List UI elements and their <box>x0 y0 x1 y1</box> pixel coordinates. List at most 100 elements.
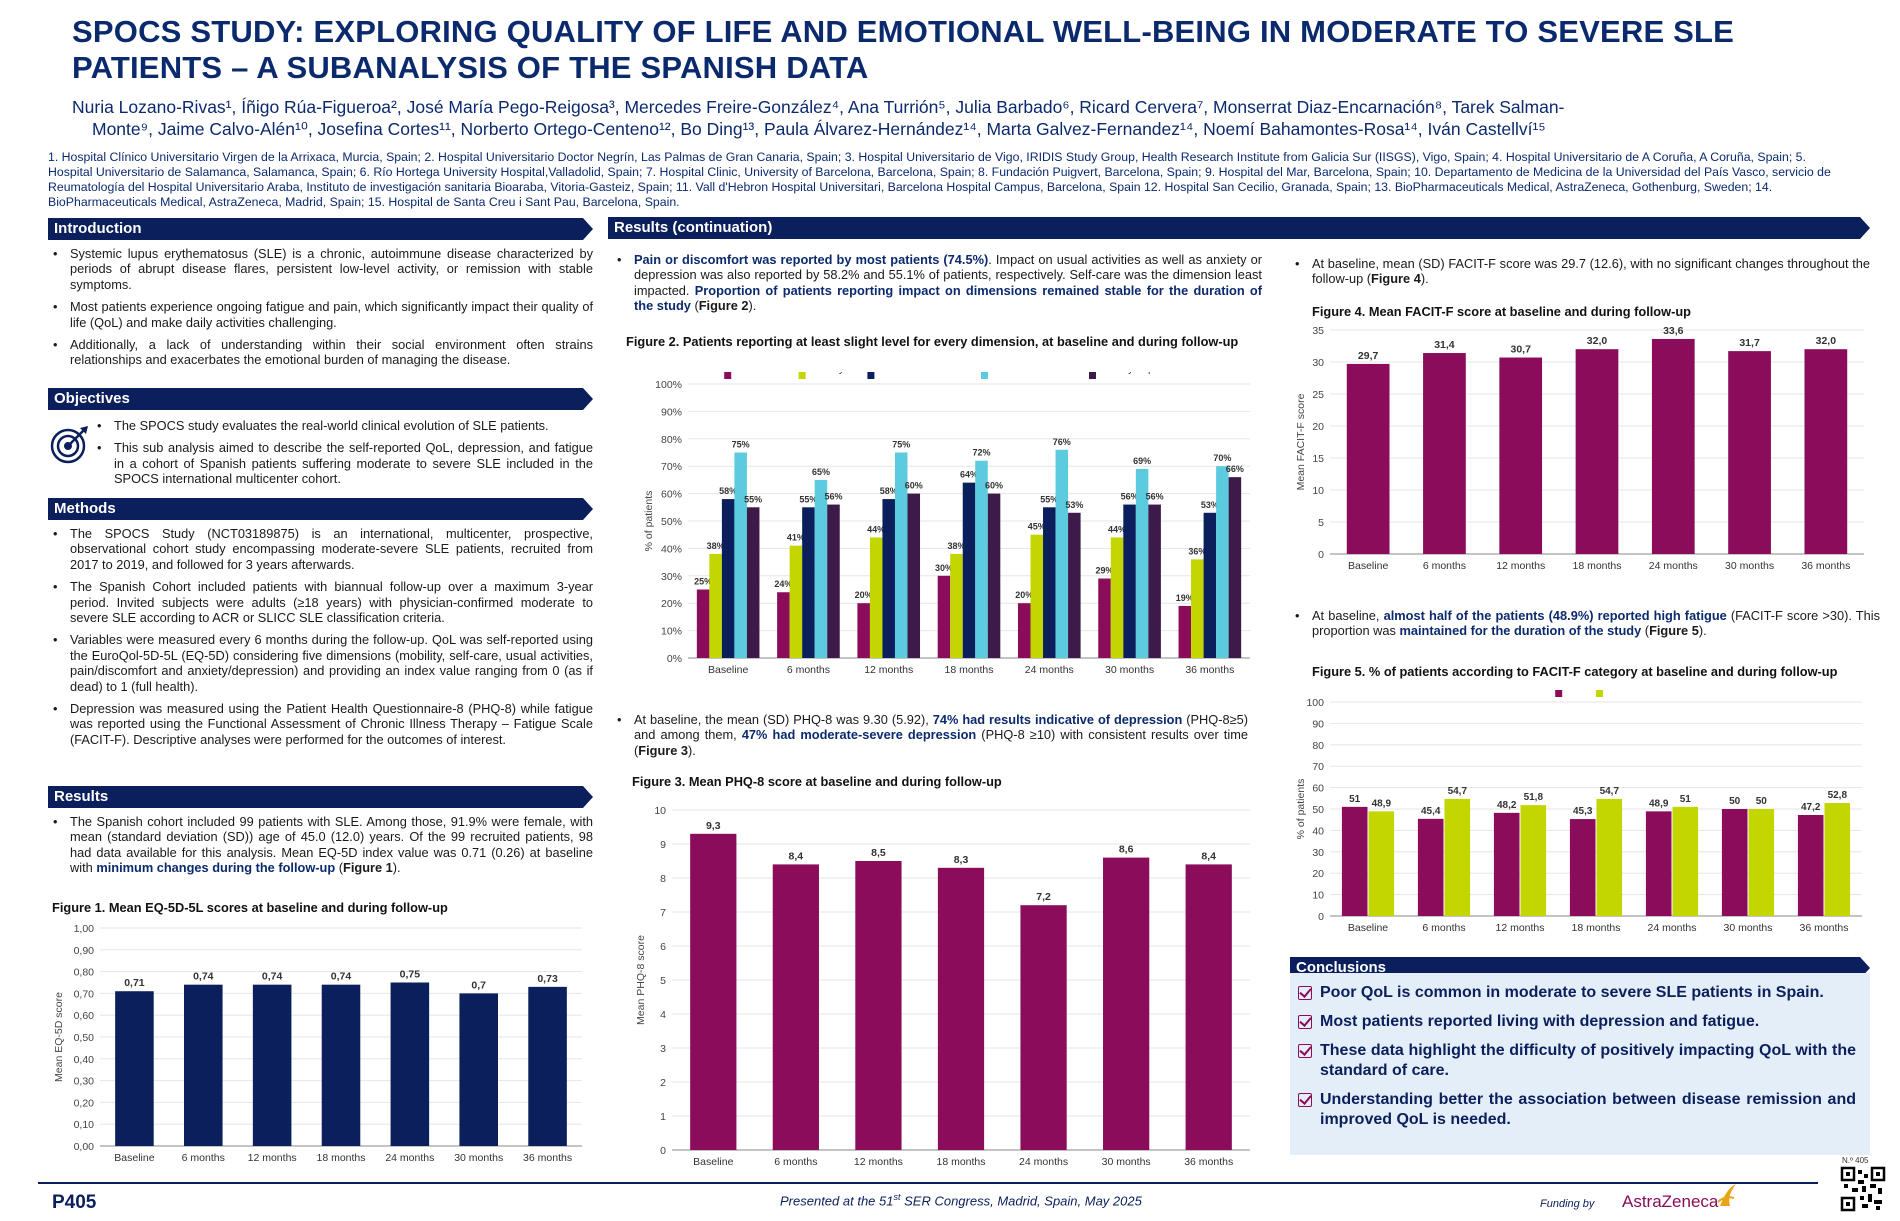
objectives-body: The SPOCS study evaluates the real-world… <box>92 418 593 494</box>
x-tick-label: 36 months <box>1799 922 1848 934</box>
bar <box>1645 811 1672 916</box>
data-label: 51,8 <box>1524 792 1544 803</box>
footer-rule <box>38 1182 1818 1184</box>
bar <box>1228 477 1242 658</box>
bar <box>1651 338 1695 554</box>
bar <box>1216 466 1229 658</box>
x-tick-label: 24 months <box>1019 1156 1068 1168</box>
bar <box>1185 864 1232 1150</box>
x-tick-label: 12 months <box>854 1156 903 1168</box>
figure-2-chart: 0% 10% 20% 30% 40% 50% 60% 70% 80% 90% 100% % of pa… <box>643 372 1250 676</box>
funding-label: Funding by <box>1540 1198 1595 1210</box>
methods-bullet: Depression was measured using the Patien… <box>48 701 593 747</box>
bar <box>1178 605 1192 658</box>
y-tick-label: 80 <box>1312 740 1324 752</box>
y-tick-label: 4 <box>660 1009 666 1021</box>
checkbox-icon <box>1298 1093 1312 1107</box>
data-label: 8,3 <box>954 854 969 866</box>
data-label: 53% <box>1201 500 1219 510</box>
y-tick-label: 3 <box>660 1043 666 1055</box>
astrazeneca-logo: AstraZeneca <box>1622 1192 1719 1211</box>
bar <box>321 984 361 1146</box>
y-tick-label: 80% <box>661 434 682 446</box>
data-label: 44% <box>1108 524 1126 534</box>
legend-entry: Self-care <box>734 372 776 375</box>
methods-bullet: Variables were measured every 6 months d… <box>48 632 593 694</box>
y-axis-label: % of patients <box>1295 779 1307 840</box>
bar <box>1030 534 1044 658</box>
data-label: 60% <box>985 481 1003 491</box>
poster-id: P405 <box>52 1192 97 1213</box>
figure-5-chart: 0 10 20 30 40 50 60 70 80 90 100 % of patients Basel… <box>1295 690 1862 934</box>
bar <box>1148 504 1161 658</box>
data-label: 72% <box>973 448 991 458</box>
bar <box>1423 353 1466 554</box>
y-tick-label: 0,60 <box>74 1010 95 1022</box>
bar <box>907 493 921 658</box>
bar <box>1728 351 1771 554</box>
data-label: 25% <box>694 577 712 587</box>
figure-3-title: Figure 3. Mean PHQ-8 score at baseline a… <box>632 774 1002 789</box>
conclusion-item: Understanding better the association bet… <box>1290 1090 1870 1130</box>
y-tick-label: 40 <box>1312 825 1324 837</box>
x-tick-label: 36 months <box>1801 560 1850 572</box>
bar <box>1098 578 1111 658</box>
legend-swatch <box>981 372 988 379</box>
x-tick-label: 24 months <box>1647 922 1696 934</box>
x-tick-label: 12 months <box>1496 560 1545 572</box>
x-tick-label: 18 months <box>936 1156 985 1168</box>
bar <box>734 452 747 658</box>
bar <box>1493 812 1520 916</box>
x-tick-label: 12 months <box>864 664 913 676</box>
figure-1-chart: 0,00 0,10 0,20 0,30 0,40 0,50 0,60 0,70 0,80 0,90… <box>53 923 582 1164</box>
pain-bullet: Pain or discomfort was reported by most … <box>612 252 1262 314</box>
y-tick-label: 100 <box>1306 697 1324 709</box>
y-tick-label: 0,70 <box>74 988 95 1000</box>
data-label: 32,0 <box>1587 335 1608 347</box>
data-label: 36% <box>1188 546 1206 556</box>
bar <box>1055 449 1069 658</box>
bar <box>1444 798 1471 916</box>
x-tick-label: 6 months <box>1423 560 1466 572</box>
data-label: 50 <box>1729 796 1741 807</box>
y-tick-label: 15 <box>1312 453 1324 465</box>
x-tick-label: 6 months <box>787 664 830 676</box>
data-label: 51 <box>1680 794 1692 805</box>
data-label: 55% <box>799 494 817 504</box>
x-tick-label: 36 months <box>1184 1156 1233 1168</box>
methods-bullet: The Spanish Cohort included patients wit… <box>48 579 593 625</box>
y-tick-label: 20% <box>661 598 682 610</box>
data-label: 69% <box>1133 456 1151 466</box>
data-label: 56% <box>1121 492 1139 502</box>
data-label: 76% <box>1053 437 1071 447</box>
data-label: 75% <box>892 440 910 450</box>
bar <box>1110 537 1124 658</box>
data-label: 8,6 <box>1119 844 1134 856</box>
data-label: 50 <box>1756 796 1768 807</box>
legend-entry: >30 <box>1606 690 1624 693</box>
bar <box>857 603 870 658</box>
bar <box>802 507 815 658</box>
y-tick-label: 70 <box>1312 761 1324 773</box>
y-tick-label: 0,00 <box>74 1141 95 1153</box>
methods-bullet: The SPOCS Study (NCT03189875) is an inte… <box>48 526 593 572</box>
bar <box>1417 818 1444 916</box>
y-axis-label: % of patients <box>643 491 655 552</box>
data-label: 45,4 <box>1421 806 1441 817</box>
qr-code-icon[interactable] <box>1840 1166 1886 1212</box>
bar <box>1123 504 1136 658</box>
data-label: 38% <box>707 541 725 551</box>
bar <box>1569 819 1596 916</box>
bar <box>962 482 976 658</box>
x-tick-label: 18 months <box>316 1152 365 1164</box>
bar <box>1824 803 1851 916</box>
checkbox-icon <box>1298 986 1312 1000</box>
bar <box>869 537 883 658</box>
legend-entry: Anxiety/depression <box>1099 372 1188 375</box>
intro-bullet: Additionally, a lack of understanding wi… <box>48 337 593 368</box>
presented-at: Presented at the 51st SER Congress, Madr… <box>780 1192 1142 1209</box>
y-tick-label: 0 <box>1318 549 1324 561</box>
legend-swatch <box>1555 690 1563 697</box>
fatigue-paragraph: At baseline, almost half of the patients… <box>1290 608 1880 646</box>
bar <box>987 493 1001 658</box>
